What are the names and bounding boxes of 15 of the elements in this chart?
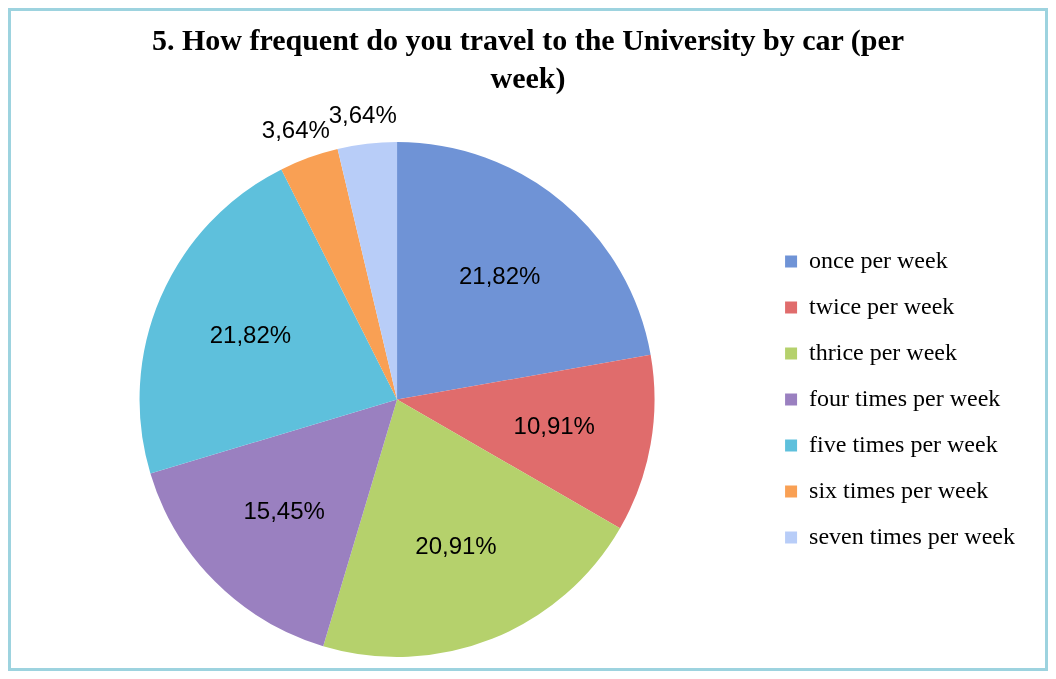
- legend-label: five times per week: [809, 430, 998, 457]
- data-label: 21,82%: [458, 261, 541, 289]
- data-label: 21,82%: [209, 320, 292, 348]
- legend-label: once per week: [809, 246, 948, 273]
- data-label: 20,91%: [415, 532, 497, 560]
- data-label: 3,64%: [328, 100, 397, 128]
- legend-label: thrice per week: [809, 338, 957, 365]
- data-label: 15,45%: [243, 497, 325, 525]
- legend-label: four times per week: [809, 384, 1001, 411]
- legend-label: twice per week: [809, 292, 955, 319]
- data-label: 10,91%: [513, 411, 595, 439]
- legend-label: seven times per week: [809, 522, 1015, 549]
- chart-title: 5. How frequent do you travel to the University by car (per week): [150, 22, 906, 96]
- legend-label: six times per week: [809, 476, 989, 503]
- data-label: 3,64%: [261, 115, 330, 143]
